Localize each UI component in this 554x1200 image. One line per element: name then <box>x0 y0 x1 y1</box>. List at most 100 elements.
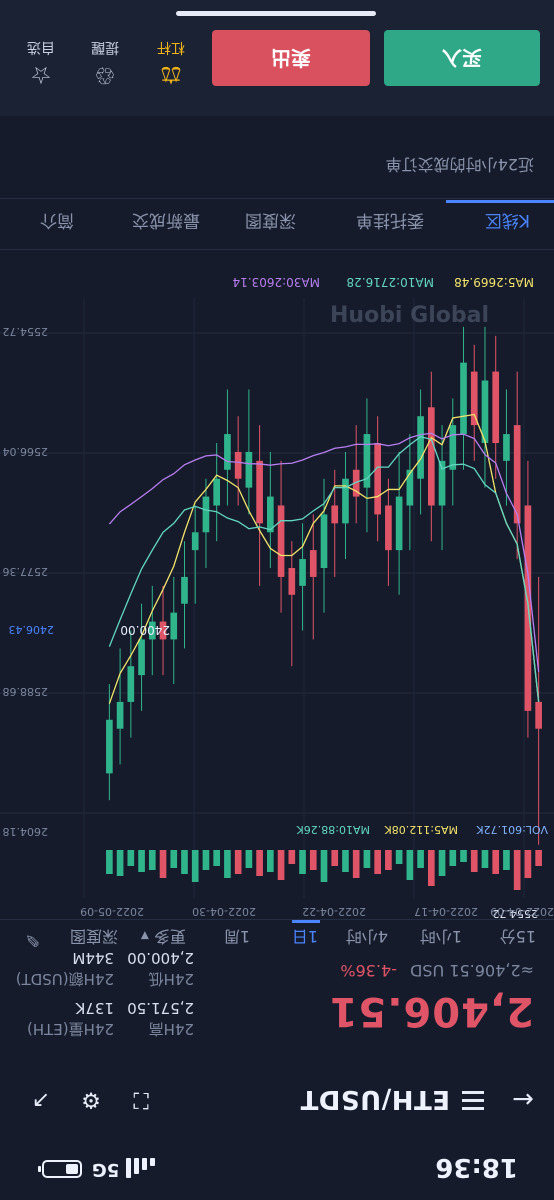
candle <box>470 371 478 426</box>
watchlist-label: 自选 <box>27 39 55 55</box>
fullscreen-icon[interactable]: ⛶ <box>133 1087 149 1112</box>
volume-bar <box>503 850 510 870</box>
volume-bar <box>159 850 167 878</box>
sell-button[interactable]: 卖出 <box>212 30 370 86</box>
chart-settings-icon[interactable]: ✎ <box>24 929 40 950</box>
candle <box>224 434 231 470</box>
candle <box>342 478 349 524</box>
tab-1hour[interactable]: 1小时 <box>419 927 462 946</box>
candle <box>159 621 167 640</box>
volume-bar <box>524 850 532 878</box>
ma30-legend: MA30:2603.14 <box>233 275 321 289</box>
ma5-line <box>108 413 540 704</box>
volume-bar <box>213 850 221 866</box>
tab-intro[interactable]: 简介 <box>40 210 74 230</box>
candle-series <box>106 326 542 845</box>
tab-depth[interactable]: 深度图 <box>69 927 118 946</box>
settings-icon[interactable]: ⚙ <box>81 1087 101 1112</box>
tab-depth-chart[interactable]: 深度图 <box>245 210 296 230</box>
stat-value: 2,571.50 <box>127 999 194 1017</box>
volume-bar <box>449 850 457 866</box>
stat-value: 137K <box>75 999 114 1017</box>
watchlist-button[interactable]: ☆ 自选 <box>16 38 66 89</box>
candle <box>245 451 253 488</box>
volume-bar <box>309 850 317 870</box>
volume-bar <box>395 850 403 864</box>
vol-ma5-legend: MA5:112.08K <box>384 823 458 836</box>
candle <box>492 371 500 443</box>
volume-bar <box>138 850 145 872</box>
leverage-button[interactable]: ⚖ 杠杆 <box>146 38 196 89</box>
network-label: 5G <box>92 1159 120 1180</box>
volume-bar <box>460 850 467 862</box>
candle <box>513 425 521 524</box>
stat-label: 24H低 <box>148 970 194 988</box>
menu-icon[interactable] <box>462 1090 484 1110</box>
volume-bar <box>106 850 113 874</box>
date-label: 2022-04-09 <box>490 905 554 918</box>
candle <box>374 443 381 515</box>
usd-equiv-line: ≈2,406.51 USD -4.36% <box>340 961 534 980</box>
tab-more[interactable]: 更多 ▾ <box>140 927 186 946</box>
volume-bar <box>256 850 263 876</box>
price-axis-label: 2554.72 <box>3 325 49 338</box>
volume-bar <box>277 850 285 880</box>
latest-trades-header: 近24小时的成交订单 <box>0 130 554 200</box>
volume-bar <box>148 850 156 870</box>
volume-bar <box>191 850 199 882</box>
candle <box>427 407 435 506</box>
candle <box>181 576 188 604</box>
alert-button[interactable]: ♲ 提醒 <box>80 38 130 89</box>
high-marker: 2400.00 <box>120 623 170 637</box>
ma5-legend: MA5:2669.48 <box>454 275 534 289</box>
price-axis-label: 2577.36 <box>3 565 49 578</box>
moving-averages <box>108 413 540 704</box>
candle <box>127 666 135 702</box>
tab-1day[interactable]: 1日 <box>291 927 318 946</box>
volume-bar <box>535 850 542 866</box>
tab-order-book[interactable]: 委托挂单 <box>356 210 424 230</box>
ma30-line <box>108 432 540 672</box>
candle <box>481 380 489 443</box>
volume-bar <box>116 850 124 876</box>
back-arrow-icon[interactable]: ← <box>512 1084 534 1114</box>
tab-15min[interactable]: 15分 <box>499 927 536 946</box>
candle <box>363 434 371 488</box>
tab-1week[interactable]: 1周 <box>223 927 250 946</box>
pair-title[interactable]: ETH/USDT <box>300 1084 450 1114</box>
ma10-line <box>108 436 540 702</box>
share-icon[interactable]: ↗ <box>31 1087 51 1112</box>
volume-bar <box>406 850 414 880</box>
price-axis-label: 2566.04 <box>3 445 49 458</box>
clock: 18:36 <box>435 1152 518 1182</box>
volume-bar <box>374 850 381 874</box>
date-label: 2022-05-09 <box>80 905 144 918</box>
active-tab-underline <box>292 920 320 923</box>
volume-bar <box>202 850 210 870</box>
volume-bar <box>267 850 274 872</box>
tab-kline-zone[interactable]: K线区 <box>484 210 530 230</box>
date-axis: 2022-04-09 2022-04-17 2022-04-22 2022-04… <box>80 905 554 918</box>
tab-4hour[interactable]: 4小时 <box>345 927 388 946</box>
volume-bars <box>106 850 542 890</box>
trade-action-bar: ☆ 自选 ♲ 提醒 ⚖ 杠杆 卖出 买入 <box>0 0 554 116</box>
watermark: Huobi Global <box>330 303 489 328</box>
volume-bar <box>352 850 360 878</box>
volume-bar <box>127 850 135 866</box>
interval-tabs: 15分 1小时 4小时 1日 1周 更多 ▾ 深度图 ✎ <box>0 919 554 960</box>
price-axis-label: 2588.68 <box>3 685 49 698</box>
kline-chart[interactable]: MA5:2669.48 MA10:2716.28 MA30:2603.14 Hu… <box>0 268 554 918</box>
alert-icon: ♲ <box>94 61 116 89</box>
home-indicator[interactable] <box>176 11 376 16</box>
candle <box>449 425 457 470</box>
volume-bar <box>299 850 306 874</box>
tab-latest-trades[interactable]: 最新成交 <box>132 210 200 230</box>
volume-bar <box>438 850 446 876</box>
buy-button[interactable]: 买入 <box>384 30 540 86</box>
detail-tab-underline <box>446 200 554 203</box>
candle <box>234 451 242 479</box>
volume-bar <box>170 850 178 868</box>
signal-icon <box>126 1158 155 1178</box>
chart-grid <box>0 298 554 898</box>
candle <box>202 496 210 533</box>
